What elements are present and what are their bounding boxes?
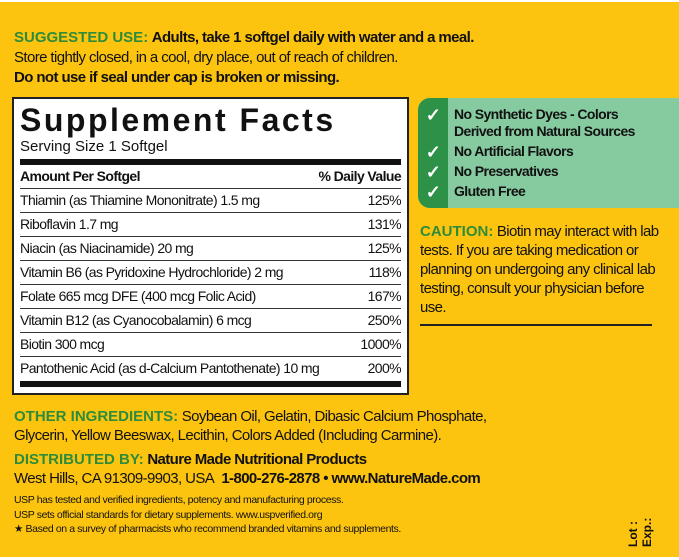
claim-text: Gluten Free [454,183,526,199]
other-ingredients-label: OTHER INGREDIENTS: [14,408,179,425]
facts-row: Riboflavin 1.7 mg 131% [20,213,402,237]
nutrient: Biotin 300 mcg [20,336,105,352]
nutrient: Niacin (as Niacinamide) 20 mg [20,240,194,256]
facts-header: Amount Per Softgel % Daily Value [20,165,402,189]
facts-row: Biotin 300 mcg 1000% [20,333,402,357]
lot-label: Lot : [626,521,640,547]
supplement-facts-table: Supplement Facts Serving Size 1 Softgel … [12,97,409,395]
facts-row: Vitamin B6 (as Pyridoxine Hydrochloride)… [20,261,402,285]
daily-value: 250% [367,312,402,328]
col-amount: Amount Per Softgel [20,168,140,184]
claim-item: ✓ No Synthetic Dyes - Colors [418,105,619,125]
nutrient: Vitamin B12 (as Cyanocobalamin) 6 mcg [20,312,252,328]
claim-text: No Artificial Flavors [454,143,574,159]
caution-text: CAUTION: Biotin may interact with lab te… [420,222,660,317]
nutrient: Vitamin B6 (as Pyridoxine Hydrochloride)… [20,264,284,280]
suggested-use-text: Adults, take 1 softgel daily with water … [151,29,475,46]
claim-item: ✓ Gluten Free [418,182,526,202]
claim-text: Derived from Natural Sources [454,123,635,139]
daily-value: 1000% [360,336,401,352]
daily-value: 131% [367,216,402,232]
daily-value: 125% [367,192,402,208]
facts-row: Thiamin (as Thiamine Mononitrate) 1.5 mg… [20,189,402,213]
distributed-by: DISTRIBUTED BY: Nature Made Nutritional … [14,450,481,488]
daily-value: 200% [367,360,402,376]
usp-line: USP sets official standards for dietary … [14,508,323,521]
serving-size: Serving Size 1 Softgel [20,138,168,155]
lot-exp: Lot : Exp.: [626,518,654,547]
claim-item: ✓ No Artificial Flavors [418,142,574,162]
daily-value: 125% [367,240,402,256]
divider [20,381,401,387]
distributed-label: DISTRIBUTED BY: [14,451,144,468]
other-ingredients: OTHER INGREDIENTS: Soybean Oil, Gelatin,… [14,407,487,445]
facts-row: Folate 665 mcg DFE (400 mcg Folic Acid) 1… [20,285,402,309]
check-icon: ✓ [425,142,441,162]
claim-item: ✓ No Preservatives [418,162,559,182]
company-name: Nature Made Nutritional Products [147,451,367,468]
nutrient: Riboflavin 1.7 mg [20,216,119,232]
nutrient: Pantothenic Acid (as d-Calcium Pantothen… [20,360,320,376]
check-icon: ✓ [425,162,441,182]
check-icon [418,123,448,140]
nutrient: Thiamin (as Thiamine Mononitrate) 1.5 mg [20,192,260,208]
facts-title: Supplement Facts [20,102,336,138]
claim-text: No Preservatives [454,163,559,179]
nutrient: Folate 665 mcg DFE (400 mcg Folic Acid) [20,288,256,304]
suggested-use-label: SUGGESTED USE: [14,29,149,46]
ingredients-line: Soybean Oil, Gelatin, Dibasic Calcium Ph… [181,408,487,425]
col-daily-value: % Daily Value [318,168,402,184]
exp-label: Exp.: [640,517,654,547]
contact: 1-800-276-2878 • www.NatureMade.com [221,470,481,487]
seal-warning: Do not use if seal under cap is broken o… [14,69,340,86]
claim-item: Derived from Natural Sources [418,123,635,140]
facts-row: Pantothenic Acid (as d-Calcium Pantothen… [20,357,402,381]
survey-note: ★ Based on a survey of pharmacists who r… [14,523,401,535]
caution-body: Biotin may interact with lab tests. If y… [420,223,659,316]
address: West Hills, CA 91309-9903, USA [14,470,215,487]
facts-row: Vitamin B12 (as Cyanocobalamin) 6 mcg 250… [20,309,402,333]
storage-text: Store tightly closed, in a cool, dry pla… [14,49,398,66]
usp-notes: USP has tested and verified ingredients,… [14,493,401,537]
claims-strip [418,98,448,208]
suggested-use: SUGGESTED USE: Adults, take 1 softgel da… [14,28,474,88]
divider [20,159,401,165]
facts-row: Niacin (as Niacinamide) 20 mg 125% [20,237,402,261]
check-icon: ✓ [425,182,441,202]
daily-value: 118% [368,264,402,280]
claims-box: ✓ No Synthetic Dyes - Colors Derived from … [418,98,679,208]
ingredients-line: Glycerin, Yellow Beeswax, Lecithin, Colo… [14,427,442,444]
claim-text: No Synthetic Dyes - Colors [454,106,619,122]
caution-label: CAUTION: [420,223,494,240]
usp-line: USP has tested and verified ingredients,… [14,494,344,506]
check-icon: ✓ [425,105,441,125]
daily-value: 167% [367,288,402,304]
divider [420,324,652,326]
